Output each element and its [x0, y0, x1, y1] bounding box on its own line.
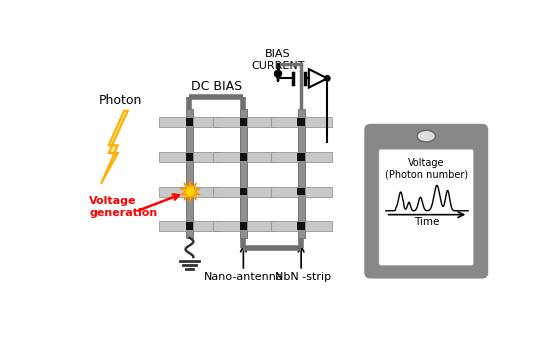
Bar — [186, 188, 194, 195]
Bar — [159, 117, 186, 127]
Text: Voltage
generation: Voltage generation — [89, 196, 158, 218]
Bar — [247, 152, 274, 162]
Bar — [186, 118, 194, 126]
Bar — [213, 152, 240, 162]
Bar — [193, 117, 220, 127]
Bar — [159, 152, 186, 162]
Ellipse shape — [417, 130, 436, 142]
Bar — [271, 152, 298, 162]
Polygon shape — [101, 111, 128, 184]
Bar — [271, 117, 298, 127]
Bar — [193, 152, 220, 162]
Bar — [213, 187, 240, 197]
Circle shape — [324, 76, 330, 81]
Bar — [297, 153, 305, 161]
Text: DC BIAS: DC BIAS — [191, 80, 242, 93]
FancyBboxPatch shape — [364, 124, 488, 278]
Bar — [298, 109, 305, 238]
Bar — [193, 221, 220, 231]
FancyBboxPatch shape — [379, 149, 474, 265]
Bar — [186, 109, 193, 238]
Bar — [186, 153, 194, 161]
Bar — [305, 117, 332, 127]
Bar — [247, 221, 274, 231]
Bar — [297, 118, 305, 126]
Text: Nano-antenna: Nano-antenna — [204, 273, 283, 283]
Text: BIAS
CURRENT: BIAS CURRENT — [251, 49, 305, 71]
Bar — [247, 187, 274, 197]
Bar — [240, 153, 248, 161]
Bar — [240, 222, 248, 230]
Bar — [305, 187, 332, 197]
Text: Time: Time — [414, 217, 439, 227]
Bar — [193, 187, 220, 197]
Polygon shape — [180, 181, 201, 202]
Bar — [297, 222, 305, 230]
Bar — [240, 109, 247, 238]
Bar — [159, 221, 186, 231]
Circle shape — [274, 70, 282, 77]
Text: Voltage
(Photon number): Voltage (Photon number) — [384, 158, 468, 179]
Bar — [305, 221, 332, 231]
Bar — [213, 221, 240, 231]
Bar — [213, 117, 240, 127]
Bar — [297, 188, 305, 195]
Bar — [240, 118, 248, 126]
Bar — [247, 117, 274, 127]
Bar — [240, 188, 248, 195]
Bar — [186, 222, 194, 230]
Text: NbN -strip: NbN -strip — [274, 273, 331, 283]
Bar — [305, 152, 332, 162]
Bar — [271, 221, 298, 231]
Text: Photon: Photon — [98, 94, 142, 107]
Bar — [159, 187, 186, 197]
Bar — [271, 187, 298, 197]
